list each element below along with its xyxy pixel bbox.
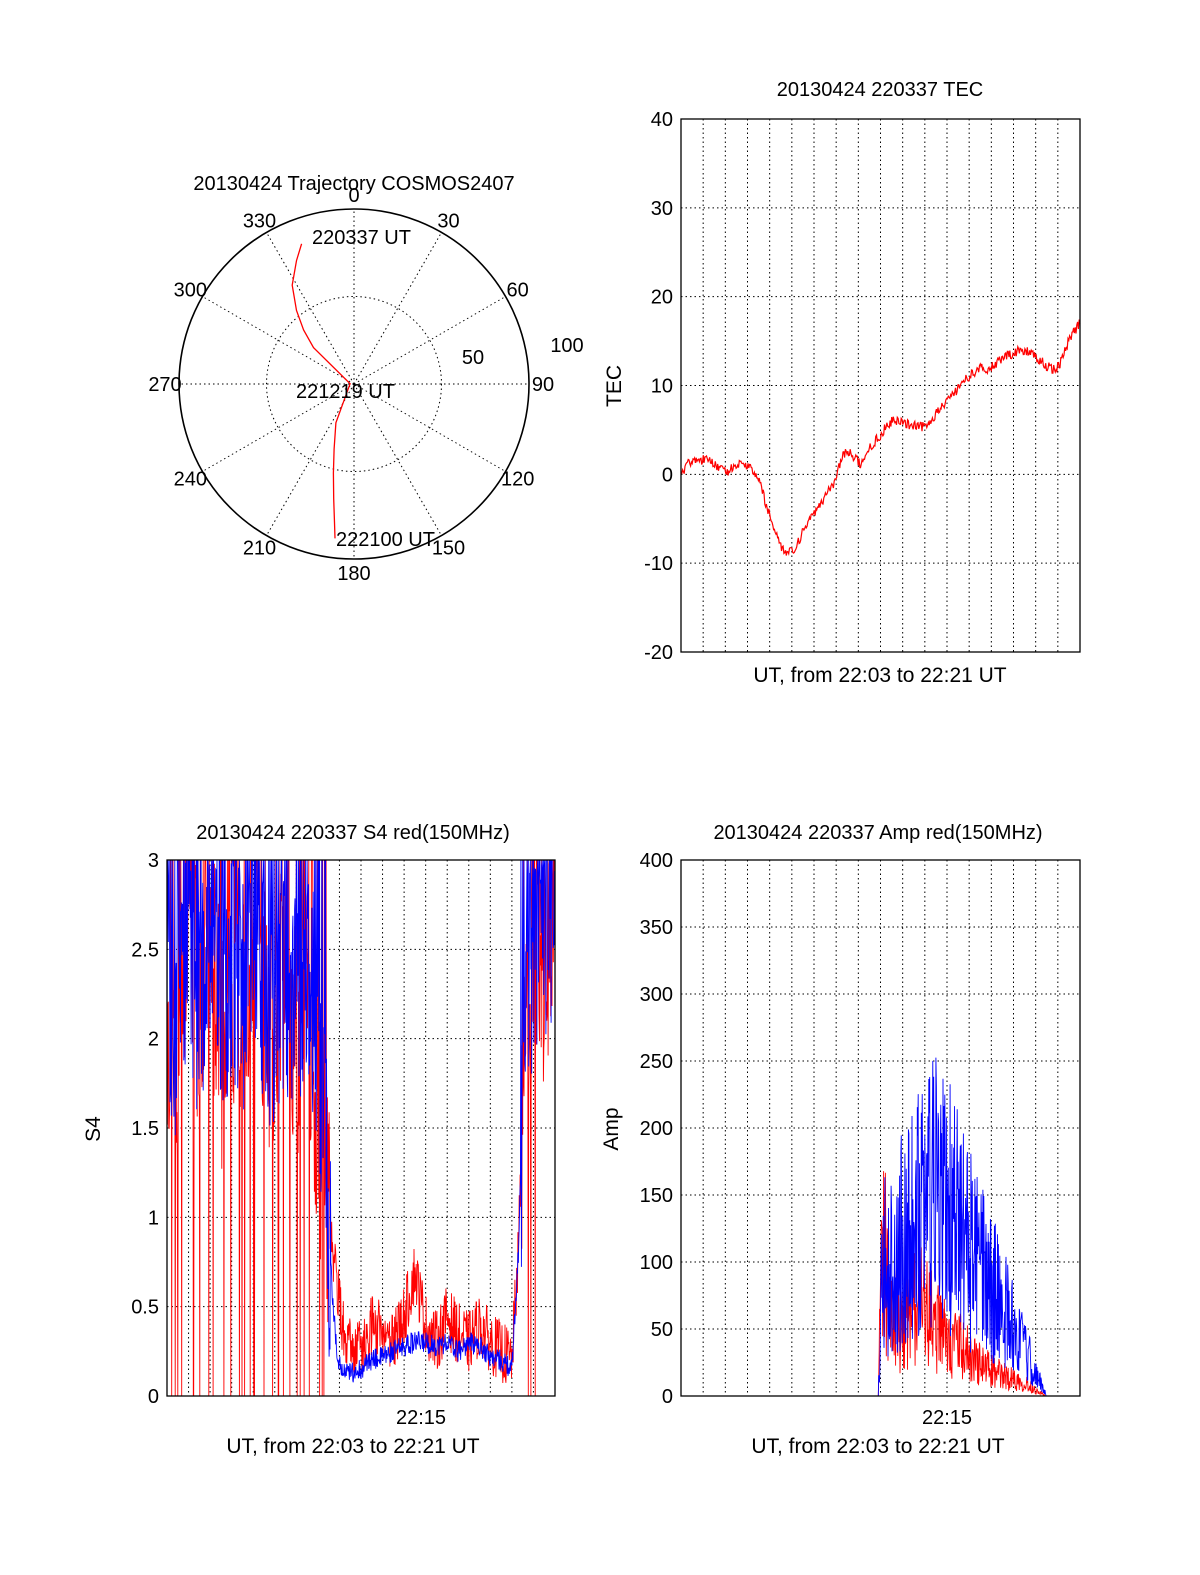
azimuth-label-120: 120 [501,469,534,491]
tec-y-tick-labels: -20 -10 0 10 20 30 40 [644,109,673,664]
trajectory-end-annotation: 222100 UT [336,529,435,551]
tec-grid [681,119,1080,652]
s4-y-tick-labels: 0 0.5 1 1.5 2 2.5 3 [131,850,159,1408]
polar-spoke-60 [353,296,506,385]
azimuth-label-60: 60 [507,280,529,302]
amp-ytick-150: 150 [640,1185,673,1207]
amp-ytick-0: 0 [662,1386,673,1408]
tec-ytick-20: 20 [651,287,673,309]
s4-ytick-1: 1 [148,1207,159,1229]
s4-x-tick-label: 22:15 [396,1407,446,1429]
s4-ytick-0.5: 0.5 [131,1297,159,1319]
s4-y-axis-label: S4 [82,1116,105,1142]
trajectory-mid-annotation: 221219 UT [296,381,395,403]
s4-ytick-2: 2 [148,1029,159,1051]
s4-x-axis-label: UT, from 22:03 to 22:21 UT [226,1435,479,1458]
amp-ytick-200: 200 [640,1118,673,1140]
s4-ytick-1.5: 1.5 [131,1118,159,1140]
amp-title: 20130424 220337 Amp red(150MHz) [713,822,1042,844]
amp-ytick-350: 350 [640,917,673,939]
polar-spoke-30 [353,232,442,385]
trajectory-polar-plot: 20130424 Trajectory COSMOS2407 0 30 60 90 12… [148,173,583,585]
s4-plot: 20130424 220337 S4 red(150MHz) 0 0.5 1 1.5 2… [82,822,556,1458]
amp-ytick-50: 50 [651,1319,673,1341]
s4-ytick-0: 0 [148,1386,159,1408]
s4-title: 20130424 220337 S4 red(150MHz) [196,822,510,844]
azimuth-label-210: 210 [243,538,276,560]
polar-outer-circle [178,208,530,560]
tec-axes-frame [680,118,1081,653]
azimuth-label-0: 0 [348,185,359,207]
tec-series [680,319,1081,556]
tec-ytick-40: 40 [651,109,673,131]
s4-ytick-3: 3 [148,850,159,872]
azimuth-label-270: 270 [148,374,181,396]
s4-series-1 [166,859,556,1383]
tec-y-axis-label: TEC [603,365,626,407]
tec-ytick-10: 10 [651,376,673,398]
polar-spoke-210 [266,383,355,536]
elevation-ring-label-50: 50 [462,347,484,369]
s4-series [166,859,556,1397]
polar-grid [178,208,530,560]
azimuth-label-180: 180 [337,563,370,585]
tec-title: 20130424 220337 TEC [777,79,983,101]
amp-y-tick-labels: 0 50 100 150 200 250 300 350 400 [640,850,673,1408]
s4-ytick-2.5: 2.5 [131,939,159,961]
tec-ytick-30: 30 [651,198,673,220]
amp-ytick-400: 400 [640,850,673,872]
amp-ytick-300: 300 [640,984,673,1006]
azimuth-label-30: 30 [437,210,459,232]
trajectory-line [291,243,351,539]
s4-axes-frame [166,859,556,1397]
azimuth-label-300: 300 [174,280,207,302]
azimuth-label-330: 330 [243,210,276,232]
amp-x-axis-label: UT, from 22:03 to 22:21 UT [751,1435,1004,1458]
tec-ytick-0: 0 [662,464,673,486]
azimuth-label-240: 240 [174,469,207,491]
azimuth-label-150: 150 [432,538,465,560]
tec-x-axis-label: UT, from 22:03 to 22:21 UT [753,664,1006,687]
amp-y-axis-label: Amp [600,1107,623,1150]
tec-ytick--20: -20 [644,642,673,664]
amp-x-tick-label: 22:15 [922,1407,972,1429]
tec-ytick--10: -10 [644,553,673,575]
polar-inner-ring [266,296,442,472]
amp-plot: 20130424 220337 Amp red(150MHz) 0 50 100 15… [600,822,1081,1458]
amp-ytick-100: 100 [640,1252,673,1274]
trajectory-title: 20130424 Trajectory COSMOS2407 [193,173,514,195]
amp-axes-frame [680,859,1081,1397]
trajectory-series [291,243,351,539]
elevation-ring-label-100: 100 [550,335,583,357]
polar-azimuth-labels: 0 30 60 90 120 150 180 210 240 270 300 330 [148,185,554,585]
trajectory-start-annotation: 220337 UT [312,227,411,249]
amp-ytick-250: 250 [640,1051,673,1073]
tec-series-0 [680,319,1081,556]
azimuth-label-90: 90 [532,374,554,396]
